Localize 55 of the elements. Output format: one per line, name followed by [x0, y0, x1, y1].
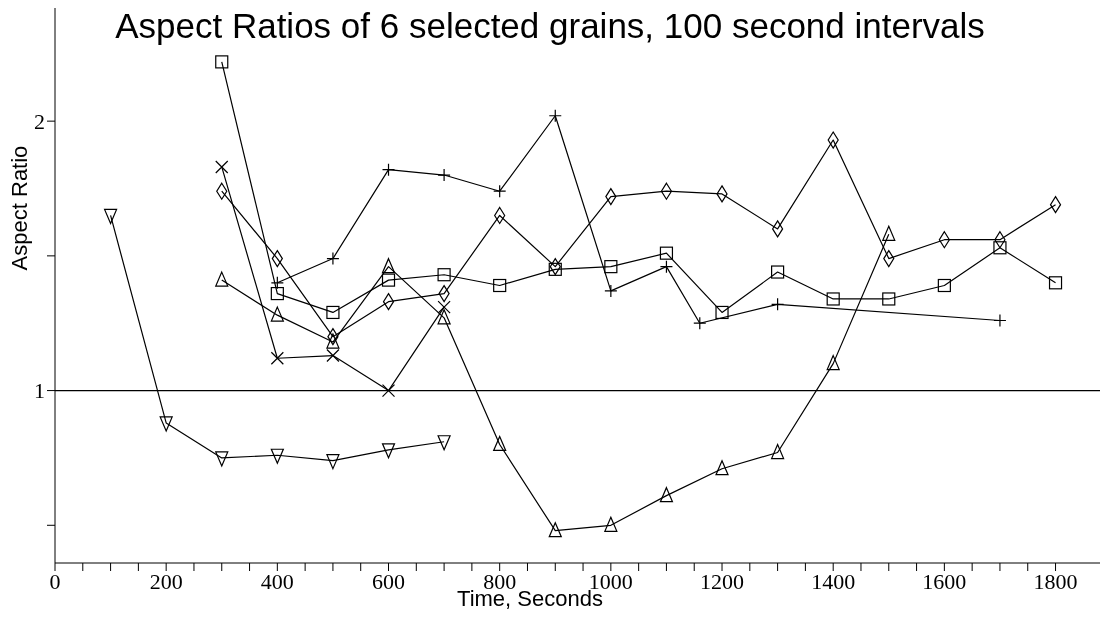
point: [270, 351, 284, 365]
point: [215, 451, 229, 467]
point: [937, 278, 951, 293]
point: [826, 355, 840, 371]
chart-title: Aspect Ratios of 6 selected grains, 100 second intervals: [114, 6, 986, 46]
point: [215, 271, 229, 287]
point: [381, 443, 396, 459]
point: [437, 268, 451, 282]
point: [493, 278, 507, 293]
point: [548, 522, 562, 538]
x-tick-label: 1600: [922, 568, 967, 594]
x-tick-label: 1200: [700, 568, 745, 594]
x-tick-label: 0: [49, 568, 61, 594]
point: [493, 435, 507, 452]
point: [1048, 276, 1063, 290]
point: [993, 241, 1007, 255]
point: [103, 208, 118, 225]
y-tick-label: 2: [34, 108, 45, 134]
y-axis-title: Aspect Ratio: [7, 144, 33, 273]
point: [326, 333, 340, 349]
point: [326, 348, 340, 363]
point: [882, 292, 896, 306]
point: [215, 55, 229, 69]
point: [659, 487, 674, 503]
point: [604, 516, 618, 532]
point: [548, 262, 562, 276]
point: [882, 225, 896, 241]
y-tick-label: 1: [34, 378, 45, 404]
point: [215, 160, 229, 174]
point: [826, 292, 840, 306]
x-tick-label: 400: [260, 568, 294, 594]
point: [381, 258, 396, 274]
point: [715, 305, 729, 320]
point: [771, 443, 785, 460]
point: [771, 265, 785, 279]
point: [381, 273, 396, 287]
x-tick-label: 1800: [1033, 568, 1078, 594]
point: [437, 300, 451, 314]
point: [326, 454, 340, 470]
point: [326, 305, 340, 320]
point: [159, 416, 173, 432]
x-tick-label: 1400: [811, 568, 856, 594]
point: [660, 182, 673, 200]
point: [382, 293, 395, 311]
point: [715, 460, 729, 476]
point: [270, 286, 284, 301]
point: [437, 309, 451, 325]
x-tick-label: 600: [372, 568, 406, 594]
point: [604, 260, 618, 274]
point: [437, 435, 451, 451]
point: [659, 246, 674, 260]
point: [270, 448, 284, 464]
point: [1049, 196, 1062, 214]
x-tick-label: 200: [149, 568, 183, 594]
point: [270, 306, 284, 322]
